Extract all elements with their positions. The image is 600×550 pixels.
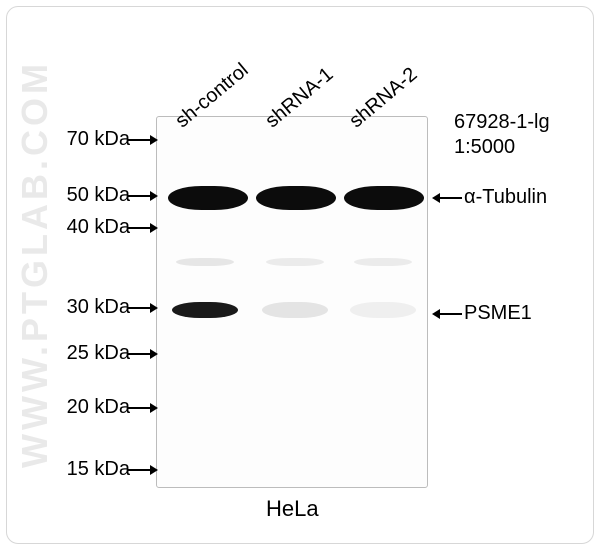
antibody-dilution: 1:5000 [454,135,550,160]
arrow-right-icon [128,220,158,236]
band-tubulin [344,186,424,210]
mw-marker: 50 kDa [52,184,130,207]
band-psme1 [350,302,416,318]
mw-marker: 30 kDa [52,296,130,319]
arrow-right-icon [128,300,158,316]
band-label: α-Tubulin [464,186,547,209]
cell-line-label: HeLa [266,496,319,522]
mw-marker: 25 kDa [52,342,130,365]
band-label: PSME1 [464,302,532,325]
arrow-left-icon [432,190,462,206]
band-nonspecific [354,258,412,266]
arrow-right-icon [128,400,158,416]
band-psme1 [172,302,238,318]
antibody-info: 67928-1-lg 1:5000 [454,110,550,160]
figure-container: WWW.PTGLAB.COM sh-control shRNA-1 shRNA-… [0,0,600,550]
mw-marker: 70 kDa [52,128,130,151]
band-nonspecific [176,258,234,266]
arrow-right-icon [128,188,158,204]
arrow-left-icon [432,306,462,322]
band-tubulin [168,186,248,210]
mw-marker: 20 kDa [52,396,130,419]
band-nonspecific [266,258,324,266]
antibody-catalog: 67928-1-lg [454,110,550,135]
arrow-right-icon [128,462,158,478]
mw-marker: 15 kDa [52,458,130,481]
band-psme1 [262,302,328,318]
mw-marker: 40 kDa [52,216,130,239]
arrow-right-icon [128,346,158,362]
band-tubulin [256,186,336,210]
arrow-right-icon [128,132,158,148]
